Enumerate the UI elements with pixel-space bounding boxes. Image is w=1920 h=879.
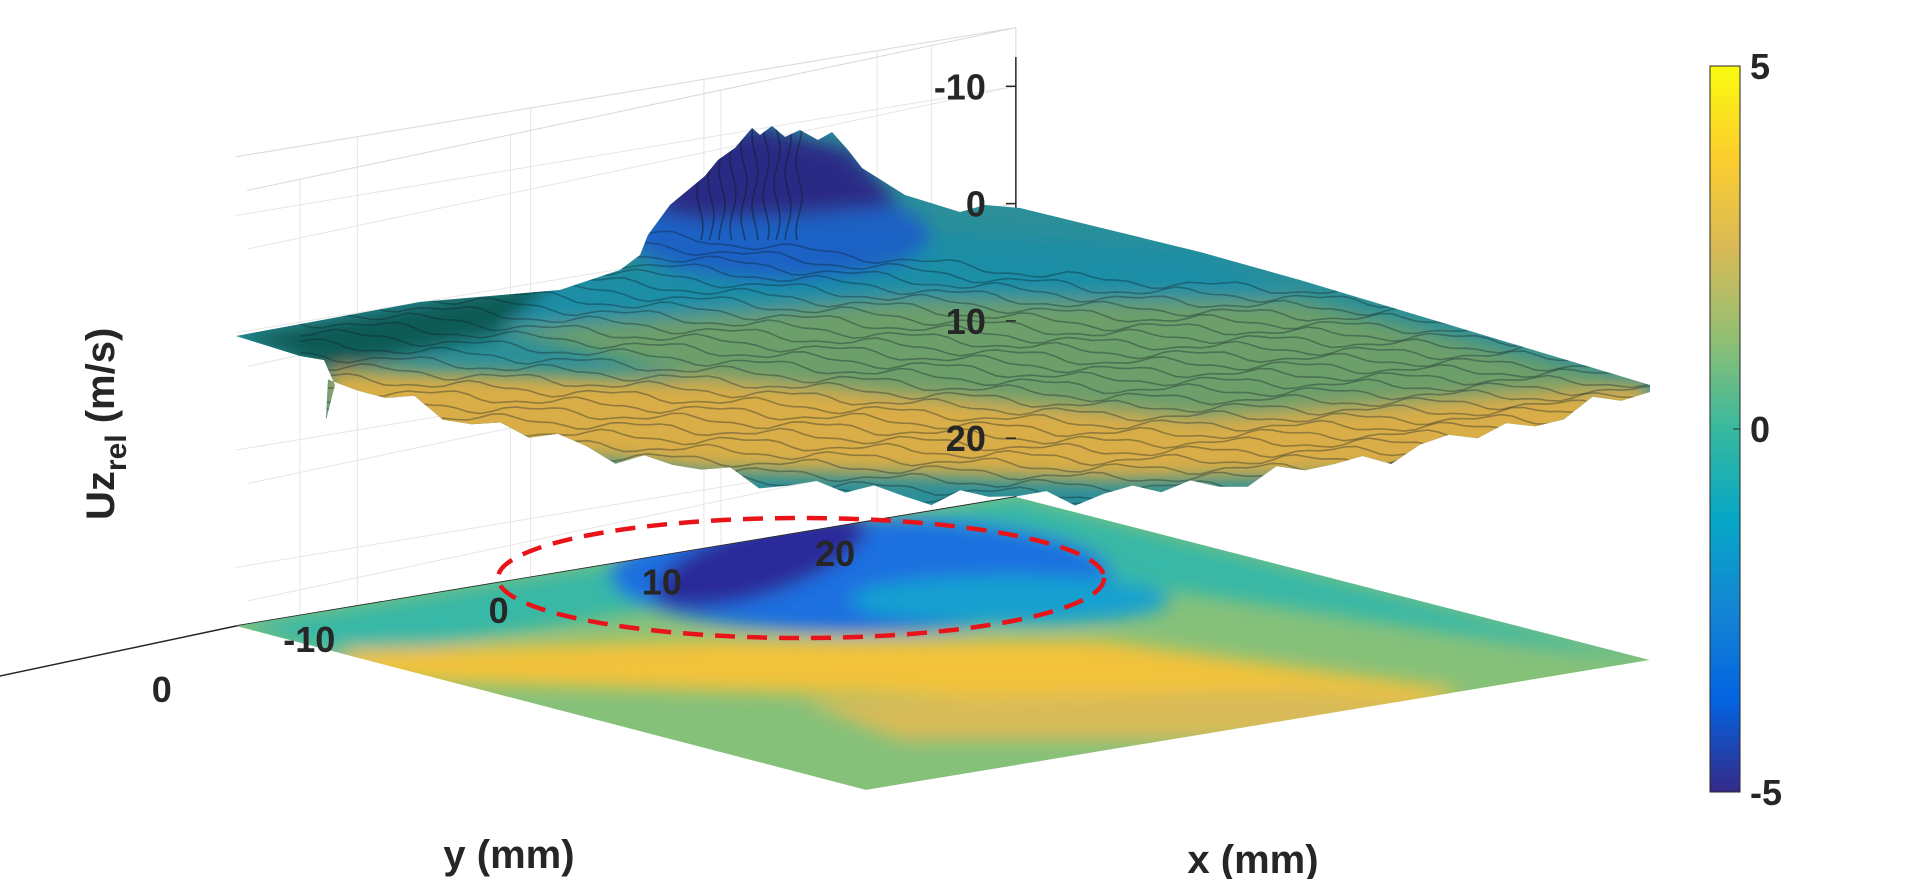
colorbar: 5 0 -5 bbox=[1709, 46, 1782, 813]
surface-ridge-line bbox=[299, 328, 1650, 402]
z-axis-label: Uzrel (m/s) bbox=[79, 328, 133, 520]
peak-ridge-line bbox=[795, 126, 803, 241]
y-tick-label: 20 bbox=[815, 533, 855, 574]
y-tick-label: -10 bbox=[283, 619, 335, 660]
z-grid-line bbox=[235, 85, 1016, 216]
surface-ridge-line bbox=[299, 287, 1650, 373]
highlight-ellipse bbox=[495, 515, 1107, 641]
floor-cyan-edge bbox=[850, 575, 1170, 625]
z-grid-line bbox=[247, 85, 1016, 250]
floor-contour-map bbox=[236, 497, 1650, 790]
y-axis-label: y (mm) bbox=[443, 833, 574, 877]
surface-ridge-line bbox=[299, 321, 1650, 397]
z-tick-label: 20 bbox=[946, 418, 986, 459]
y-tick-label: 10 bbox=[642, 562, 682, 603]
surface-yellow-band bbox=[330, 370, 1650, 480]
x-axis-ticks: 0204060 bbox=[152, 669, 172, 710]
x-axis-label: x (mm) bbox=[1187, 838, 1318, 879]
z-axis-ticks: -10 0 10 20 bbox=[934, 66, 1016, 459]
colorbar-tick-label: 5 bbox=[1750, 46, 1770, 87]
colorbar-ticks: 5 0 -5 bbox=[1733, 46, 1782, 813]
y-tick-label: 0 bbox=[489, 590, 509, 631]
surface-ridge-line bbox=[299, 304, 1650, 389]
peak-ridge-line bbox=[751, 126, 759, 241]
colorbar-tick-label: -5 bbox=[1750, 772, 1782, 813]
peak-ridge-line bbox=[762, 126, 770, 241]
z-tick-label: -10 bbox=[934, 66, 986, 107]
peak-ridge-line bbox=[784, 126, 792, 241]
colorbar-tick-label: 0 bbox=[1750, 409, 1770, 450]
surface-ridge-line bbox=[299, 338, 1650, 412]
surface-green-band bbox=[500, 300, 1650, 420]
peak-ridge-line bbox=[740, 126, 748, 241]
back-edge bbox=[235, 27, 1016, 158]
back-edge bbox=[247, 27, 1016, 191]
peak-ridge-line bbox=[773, 126, 781, 241]
x-tick-label: 0 bbox=[152, 669, 172, 710]
surface-ridge-line bbox=[300, 294, 1650, 383]
surface-ridge-line bbox=[299, 372, 1650, 436]
surface-ridge-line bbox=[299, 381, 1650, 444]
x-axis-line bbox=[0, 625, 237, 677]
surface-ridge-line bbox=[299, 278, 1650, 365]
surface-3d bbox=[236, 126, 1650, 506]
floor-deep-blue-region bbox=[654, 512, 866, 608]
z-tick-label: 10 bbox=[946, 301, 986, 342]
surface-ridge-line bbox=[299, 363, 1650, 426]
surface-teal-band bbox=[500, 230, 1300, 330]
y-axis-ticks: 20 10 0 -10 bbox=[283, 533, 855, 660]
z-tick-label: 0 bbox=[966, 184, 986, 225]
surface-ridge-line bbox=[299, 351, 1650, 420]
